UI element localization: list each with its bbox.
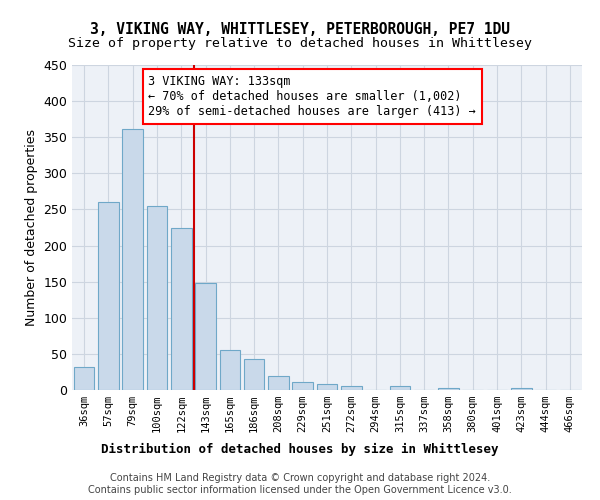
Bar [268,376,289,390]
Bar [74,367,94,390]
Bar [122,128,143,390]
Bar [244,359,265,390]
Bar [98,202,119,390]
Bar [438,388,459,390]
Bar [389,386,410,390]
Bar [292,382,313,390]
Y-axis label: Number of detached properties: Number of detached properties [25,129,38,326]
Bar [146,206,167,390]
Bar [195,283,216,390]
Text: 3, VIKING WAY, WHITTLESEY, PETERBOROUGH, PE7 1DU: 3, VIKING WAY, WHITTLESEY, PETERBOROUGH,… [90,22,510,38]
Bar [171,228,191,390]
Text: Contains HM Land Registry data © Crown copyright and database right 2024.
Contai: Contains HM Land Registry data © Crown c… [88,474,512,495]
Bar [317,384,337,390]
Bar [341,386,362,390]
Text: Distribution of detached houses by size in Whittlesey: Distribution of detached houses by size … [101,442,499,456]
Text: Size of property relative to detached houses in Whittlesey: Size of property relative to detached ho… [68,38,532,51]
Text: 3 VIKING WAY: 133sqm
← 70% of detached houses are smaller (1,002)
29% of semi-de: 3 VIKING WAY: 133sqm ← 70% of detached h… [149,74,476,118]
Bar [511,388,532,390]
Bar [220,350,240,390]
